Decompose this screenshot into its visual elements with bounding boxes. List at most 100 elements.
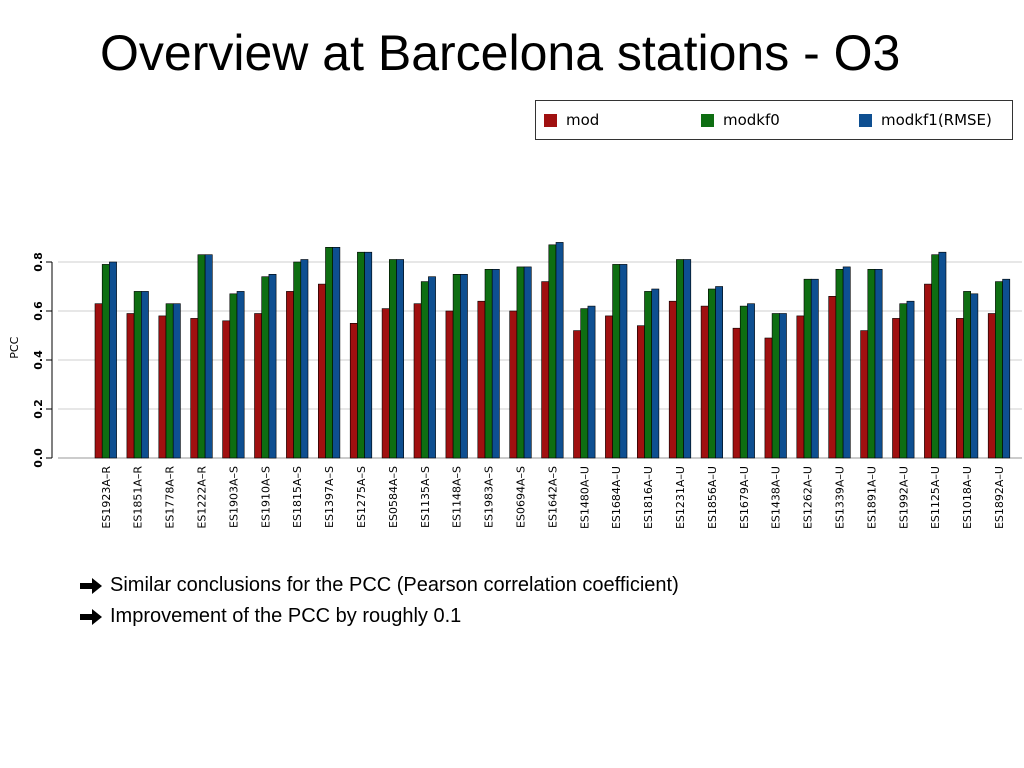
x-tick-label: ES1684A–U xyxy=(610,466,623,529)
bar-modkf0 xyxy=(548,244,557,459)
bar-modkf0 xyxy=(771,313,780,459)
x-tick-label: ES0694A–S xyxy=(515,466,528,528)
legend-item-modkf0: modkf0 xyxy=(701,111,780,129)
bar-modkf1(RMSE) xyxy=(778,313,787,459)
bar-modkf0 xyxy=(931,254,940,459)
arrow-right-icon xyxy=(80,608,102,625)
bar-modkf1(RMSE) xyxy=(204,254,213,459)
bar-mod xyxy=(413,303,422,459)
x-tick-label: ES1135A–S xyxy=(419,466,432,528)
bar-modkf0 xyxy=(867,268,876,459)
bar-modkf1(RMSE) xyxy=(300,259,309,459)
bar-modkf1(RMSE) xyxy=(491,268,500,459)
bar-modkf0 xyxy=(963,291,971,459)
legend-item-modkf1: modkf1(RMSE) xyxy=(859,111,992,129)
bar-modkf0 xyxy=(644,291,652,459)
bar-mod xyxy=(94,303,103,459)
bar-mod xyxy=(828,295,837,459)
x-tick-label: ES1856A–U xyxy=(706,466,719,529)
bar-modkf0 xyxy=(580,308,589,459)
bar-modkf1(RMSE) xyxy=(141,291,149,459)
slide-title: Overview at Barcelona stations - O3 xyxy=(100,25,901,81)
bar-modkf0 xyxy=(229,293,238,459)
bar-modkf0 xyxy=(420,281,429,459)
x-tick-label: ES1480A–U xyxy=(578,466,591,529)
bar-modkf0 xyxy=(357,251,365,459)
x-tick-label: ES1339A–U xyxy=(834,466,847,529)
bar-modkf1(RMSE) xyxy=(523,266,532,459)
bar-modkf1(RMSE) xyxy=(683,259,692,459)
bar-modkf1(RMSE) xyxy=(715,286,723,459)
bar-mod xyxy=(381,308,390,459)
bar-mod xyxy=(254,313,262,459)
bar-modkf0 xyxy=(612,264,621,459)
x-tick-label: ES1910A–S xyxy=(259,466,272,528)
bar-modkf0 xyxy=(835,268,844,459)
chart-legend: mod modkf0 modkf1(RMSE) xyxy=(535,100,1013,140)
bar-modkf0 xyxy=(388,259,397,459)
x-tick-label: ES1992A–U xyxy=(897,466,910,529)
bar-modkf1(RMSE) xyxy=(970,293,979,459)
bar-mod xyxy=(317,283,326,459)
y-tick-label: 0.6 xyxy=(32,301,45,321)
bar-modkf1(RMSE) xyxy=(364,251,373,459)
x-tick-label: ES1262A–U xyxy=(802,466,815,529)
bar-modkf0 xyxy=(452,273,461,459)
pcc-bar-chart: 0.0 0.2 0.4 0.6 0.8 PCC ES1923A–R ES1851A–R ES17… xyxy=(8,242,1022,529)
y-axis-label: PCC xyxy=(8,336,21,358)
bar-mod xyxy=(573,330,581,459)
bullet-text: Similar conclusions for the PCC (Pearson… xyxy=(110,574,679,596)
legend-label-modkf1: modkf1(RMSE) xyxy=(881,111,992,129)
bar-mod xyxy=(158,315,167,459)
x-tick-label: ES1231A–U xyxy=(674,466,687,529)
bar-modkf1(RMSE) xyxy=(810,278,819,459)
bar-modkf1(RMSE) xyxy=(938,251,947,459)
x-tick-label: ES1891A–U xyxy=(865,466,878,529)
y-tick-label: 0.8 xyxy=(32,252,45,272)
x-tick-label: ES1148A–S xyxy=(451,466,464,528)
legend-swatch-modkf0 xyxy=(701,113,714,127)
bar-mod xyxy=(349,323,358,459)
bar-mod xyxy=(924,283,932,459)
bar-modkf0 xyxy=(707,288,716,459)
bar-modkf1(RMSE) xyxy=(396,259,404,459)
arrow-right-icon xyxy=(80,577,102,594)
x-tick-label: ES0584A–S xyxy=(387,466,400,528)
y-tick-label: 0.2 xyxy=(32,399,45,419)
bar-mod xyxy=(764,337,773,459)
bar-mod xyxy=(190,318,199,459)
bar-mod xyxy=(605,315,613,459)
bar-mod xyxy=(668,300,677,459)
x-tick-label: ES1679A–U xyxy=(738,466,751,529)
x-tick-label: ES1125A–U xyxy=(929,466,942,529)
bar-mod xyxy=(445,310,454,459)
bar-modkf1(RMSE) xyxy=(874,268,883,459)
x-tick-label: ES1923A–R xyxy=(100,466,113,529)
legend-label-modkf0: modkf0 xyxy=(723,111,780,129)
bar-modkf0 xyxy=(197,254,206,459)
bar-modkf1(RMSE) xyxy=(172,303,181,459)
x-tick-label: ES1275A–S xyxy=(355,466,368,528)
bar-modkf1(RMSE) xyxy=(587,305,596,459)
bar-mod xyxy=(796,315,805,459)
bar-modkf1(RMSE) xyxy=(842,266,851,459)
y-tick-label: 0.0 xyxy=(32,448,45,468)
x-tick-label: ES1851A–R xyxy=(132,466,145,529)
x-tick-label: ES1816A–U xyxy=(642,466,655,529)
bar-modkf1(RMSE) xyxy=(555,242,564,459)
bar-modkf0 xyxy=(739,305,748,459)
bar-modkf0 xyxy=(899,303,908,459)
legend-item-mod: mod xyxy=(544,111,599,129)
bar-modkf1(RMSE) xyxy=(747,303,755,459)
bullet-list: Similar conclusions for the PCC (Pearson… xyxy=(78,570,679,632)
x-tick-label: ES1397A–S xyxy=(323,466,336,528)
legend-swatch-modkf1 xyxy=(859,113,872,127)
bar-modkf1(RMSE) xyxy=(332,247,341,459)
x-tick-label: ES1642A–S xyxy=(546,466,559,528)
bar-mod xyxy=(222,320,231,459)
x-tick-label: ES1815A–S xyxy=(291,466,304,528)
bar-mod xyxy=(732,327,741,459)
bar-modkf0 xyxy=(293,261,302,459)
bar-modkf1(RMSE) xyxy=(906,300,915,459)
bar-modkf1(RMSE) xyxy=(459,273,468,459)
